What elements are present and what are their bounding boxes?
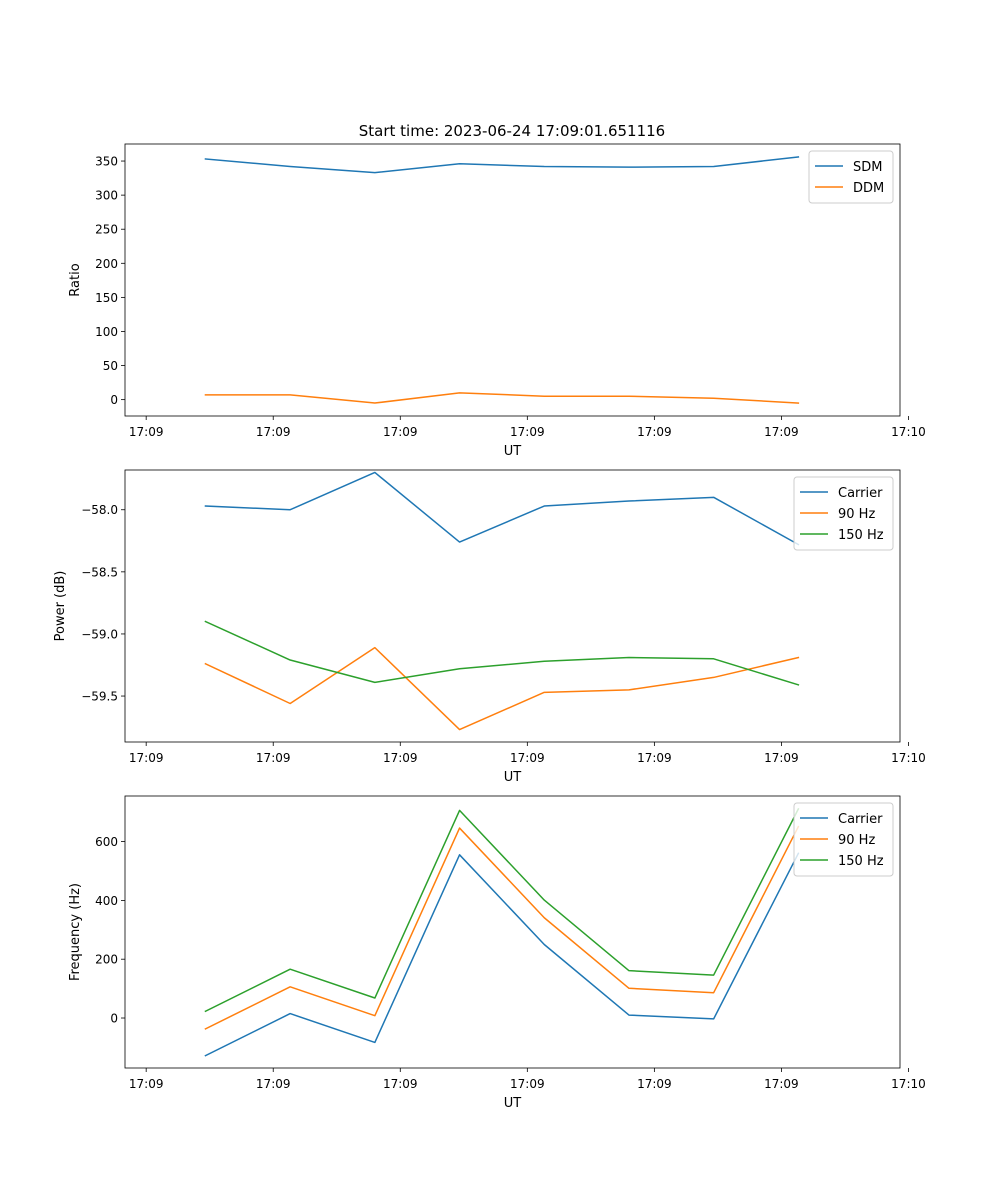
x-tick-label: 17:09 <box>129 425 164 439</box>
legend-label: DDM <box>853 181 884 196</box>
y-tick-label: −59.0 <box>81 627 118 641</box>
x-tick-label: 17:09 <box>510 1077 545 1091</box>
x-tick-label: 17:10 <box>891 1077 926 1091</box>
x-tick-label: 17:09 <box>256 751 291 765</box>
legend-box <box>793 802 894 877</box>
y-tick-label: 600 <box>95 835 118 849</box>
series-line-150-hz <box>204 620 800 686</box>
legend: SDM DDM <box>808 150 894 204</box>
x-tick-label: 17:09 <box>637 1077 672 1091</box>
x-tick-label: 17:09 <box>764 751 799 765</box>
y-axis-label: Power (dB) <box>53 571 68 642</box>
legend-label: SDM <box>853 160 882 175</box>
x-tick-label: 17:10 <box>891 425 926 439</box>
x-tick-label: 17:09 <box>129 751 164 765</box>
legend-box <box>808 150 894 204</box>
x-tick-label: 17:09 <box>256 1077 291 1091</box>
x-axis-label: UT <box>504 770 522 785</box>
series-lines <box>204 807 800 1057</box>
y-tick-label: −58.0 <box>81 503 118 517</box>
y-axis-label: Ratio <box>68 263 83 296</box>
y-tick-label: 400 <box>95 894 118 908</box>
x-tick-label: 17:09 <box>383 1077 418 1091</box>
legend: Carrier 90 Hz 150 Hz <box>793 476 894 551</box>
x-tick-label: 17:09 <box>510 425 545 439</box>
legend: Carrier 90 Hz 150 Hz <box>793 802 894 877</box>
legend-label: 150 Hz <box>838 854 884 869</box>
y-axis-label: Frequency (Hz) <box>68 883 83 981</box>
series-line-90-hz <box>204 646 800 731</box>
y-tick-label: 200 <box>95 953 118 967</box>
subplots: 17:09 17:09 17:09 17:09 17:09 17:09 17:10 0 50 10… <box>53 143 926 1111</box>
x-tick-label: 17:09 <box>637 425 672 439</box>
y-tick-label: −58.5 <box>81 565 118 579</box>
x-tick-label: 17:09 <box>510 751 545 765</box>
y-tick-label: 300 <box>95 189 118 203</box>
x-axis-label: UT <box>504 1096 522 1111</box>
series-line-ddm <box>204 392 800 404</box>
legend-label: 150 Hz <box>838 528 884 543</box>
y-tick-label: 200 <box>95 257 118 271</box>
y-tick-label: 50 <box>103 359 118 373</box>
x-tick-label: 17:09 <box>764 1077 799 1091</box>
y-tick-label: 350 <box>95 155 118 169</box>
axes-frame <box>124 795 901 1069</box>
series-lines <box>204 156 800 404</box>
x-tick-label: 17:09 <box>129 1077 164 1091</box>
x-tick-label: 17:10 <box>891 751 926 765</box>
series-line-150-hz <box>204 807 800 1013</box>
series-line-carrier <box>204 471 800 546</box>
series-line-sdm <box>204 156 800 174</box>
subplot-2: 17:09 17:09 17:09 17:09 17:09 17:09 17:10 −59.5… <box>53 469 926 785</box>
y-tick-label: 250 <box>95 223 118 237</box>
legend-label: Carrier <box>838 486 883 501</box>
axes-frame <box>124 143 901 417</box>
y-tick-label: 0 <box>110 1012 118 1026</box>
x-tick-label: 17:09 <box>383 425 418 439</box>
x-axis-label: UT <box>504 444 522 459</box>
legend-label: 90 Hz <box>838 507 875 522</box>
figure-title: Start time: 2023-06-24 17:09:01.651116 <box>359 122 665 140</box>
x-tick-label: 17:09 <box>764 425 799 439</box>
series-line-carrier <box>204 852 800 1057</box>
legend-label: Carrier <box>838 812 883 827</box>
x-tick-label: 17:09 <box>256 425 291 439</box>
series-lines <box>204 471 800 731</box>
subplot-3: 17:09 17:09 17:09 17:09 17:09 17:09 17:10 0 200 4… <box>68 795 926 1111</box>
y-tick-label: 150 <box>95 291 118 305</box>
y-tick-label: 100 <box>95 325 118 339</box>
x-tick-label: 17:09 <box>637 751 672 765</box>
y-tick-label: 0 <box>110 393 118 407</box>
series-line-90-hz <box>204 825 800 1030</box>
legend-label: 90 Hz <box>838 833 875 848</box>
axes-frame <box>124 469 901 743</box>
x-tick-label: 17:09 <box>383 751 418 765</box>
legend-box <box>793 476 894 551</box>
y-tick-label: −59.5 <box>81 690 118 704</box>
subplot-1: 17:09 17:09 17:09 17:09 17:09 17:09 17:10 0 50 10… <box>68 143 926 459</box>
